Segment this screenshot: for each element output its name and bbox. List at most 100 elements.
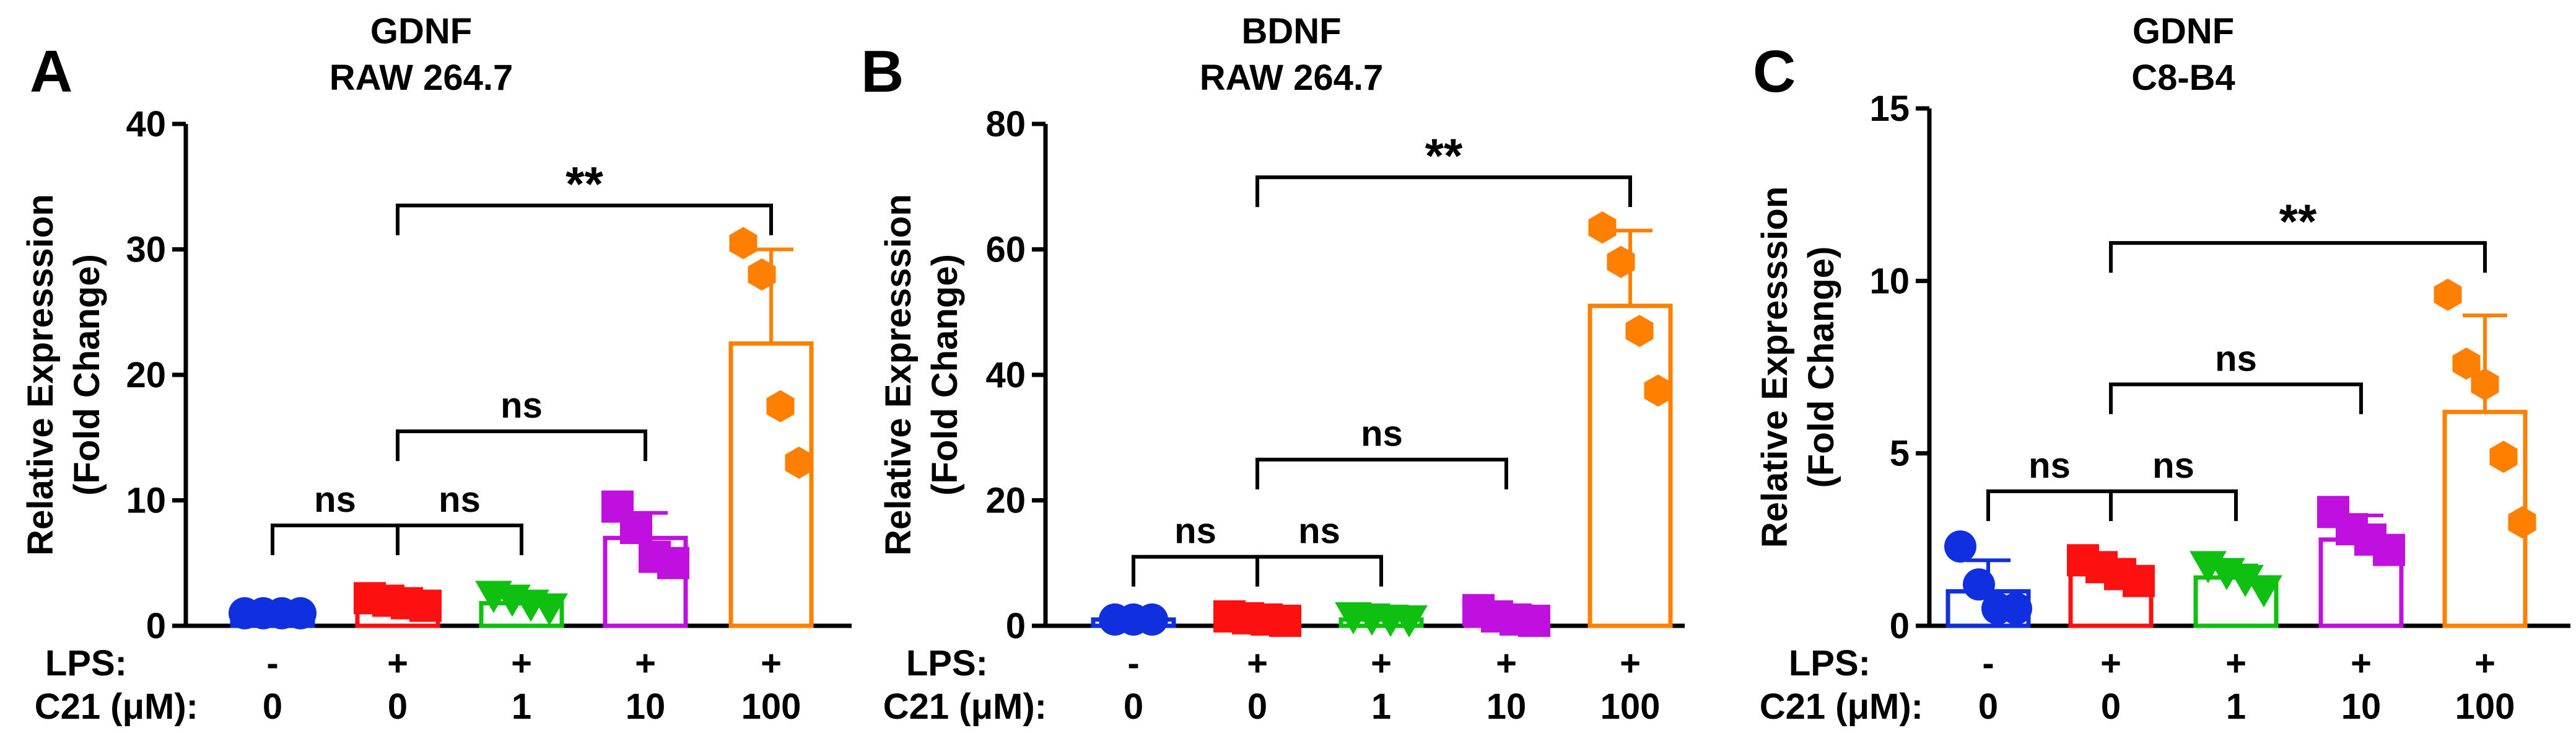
c21-value: 100 (2455, 687, 2515, 727)
chart-title: GDNF (370, 11, 472, 51)
y-axis-label-2: (Fold Change) (1801, 247, 1841, 488)
data-point (1625, 315, 1654, 348)
significance-bracket (1132, 555, 1259, 587)
data-point (1963, 568, 1995, 601)
y-tick-label: 30 (126, 230, 166, 270)
lps-value: + (761, 643, 782, 683)
y-axis-label-2: (Fold Change) (67, 254, 107, 496)
y-axis-label: Relative Expresssion (878, 194, 919, 556)
data-point (2434, 278, 2462, 311)
significance-ns: ns (314, 480, 356, 520)
data-point (2245, 575, 2282, 608)
panel-c: C GDNF C8-B4 Relative Expresssion (Fold Chan… (1753, 11, 2570, 727)
c21-value: 1 (1371, 687, 1391, 727)
significance-bracket (1986, 489, 2113, 521)
significance-bracket (396, 203, 773, 235)
lps-value: + (511, 643, 532, 683)
significance-stars: ** (2279, 194, 2317, 248)
lps-value: - (1127, 643, 1139, 683)
c21-value: 0 (388, 687, 408, 727)
lps-row-label: LPS: (906, 643, 988, 683)
data-point (531, 593, 568, 626)
significance-bracket (1255, 457, 1508, 489)
c21-value: 0 (1124, 687, 1143, 727)
y-tick-label: 15 (1869, 89, 1910, 129)
data-point (2452, 347, 2481, 380)
y-tick-label: 10 (126, 481, 166, 521)
data-point (1518, 604, 1550, 637)
data-point (2471, 368, 2499, 401)
lps-value: - (266, 643, 278, 683)
c21-row-label: C21 (μM): (35, 687, 198, 727)
c21-value: 0 (1247, 687, 1267, 727)
data-point (785, 446, 813, 479)
data-point (1644, 374, 1672, 407)
significance-bracket (271, 524, 399, 555)
y-tick-label: 5 (1890, 434, 1910, 474)
lps-value: + (387, 643, 408, 683)
lps-value: + (1496, 643, 1517, 683)
bar (1587, 304, 1673, 628)
y-axis-label: Relative Expresssion (1755, 187, 1795, 548)
lps-value: + (2100, 643, 2121, 683)
c21-value: 10 (2341, 687, 2382, 727)
significance-bracket (2109, 382, 2363, 415)
data-point (1136, 603, 1168, 636)
c21-value: 0 (1978, 687, 1998, 727)
c21-value: 1 (512, 687, 531, 727)
chart-subtitle: RAW 264.7 (1200, 58, 1384, 98)
significance-bracket (2109, 489, 2238, 521)
significance-bracket (396, 429, 647, 462)
data-point (1607, 245, 1635, 278)
panel-letter: C (1753, 38, 1796, 105)
data-point (1391, 605, 1428, 638)
significance-ns: ns (1298, 511, 1340, 551)
lps-value: + (1620, 643, 1641, 683)
chart-title: GDNF (2133, 11, 2234, 51)
data-point (620, 512, 652, 545)
lps-value: + (635, 643, 656, 683)
data-point (2123, 564, 2155, 597)
significance-ns: ns (2028, 446, 2071, 486)
data-point (766, 390, 795, 423)
c21-value: 0 (2101, 687, 2121, 727)
y-tick-label: 20 (985, 481, 1026, 521)
y-tick-label: 40 (985, 355, 1026, 395)
data-point (1588, 211, 1617, 244)
y-tick-label: 80 (985, 104, 1026, 144)
c21-value: 0 (263, 687, 282, 727)
chart-title: BDNF (1241, 11, 1341, 51)
lps-row-label: LPS: (1789, 643, 1871, 683)
y-tick-label: 40 (126, 104, 166, 144)
panel-letter: B (861, 38, 904, 105)
c21-value: 100 (741, 687, 801, 727)
significance-stars: ** (1425, 128, 1463, 183)
y-tick-label: 60 (985, 230, 1026, 270)
significance-bracket (1255, 555, 1383, 587)
panel-letter: A (30, 38, 72, 105)
c21-row-label: C21 (μM): (1760, 687, 1923, 727)
y-tick-label: 0 (1006, 606, 1026, 646)
lps-value: + (1371, 643, 1392, 683)
lps-row-label: LPS: (45, 643, 127, 683)
significance-ns: ns (500, 385, 543, 426)
significance-ns: ns (1361, 414, 1403, 454)
chart-subtitle: C8-B4 (2131, 58, 2235, 98)
y-tick-label: 20 (126, 355, 166, 395)
significance-stars: ** (565, 157, 603, 211)
y-tick-label: 0 (1890, 606, 1910, 646)
lps-value: + (1247, 643, 1268, 683)
data-point (2489, 441, 2518, 473)
y-axis-label-2: (Fold Change) (925, 254, 965, 496)
c21-value: 10 (1487, 687, 1527, 727)
panel-a: A GDNF RAW 264.7 Relative Expresssion (Fold … (20, 11, 852, 727)
significance-bracket (1255, 175, 1632, 208)
lps-value: - (1982, 643, 1994, 683)
c21-value: 10 (626, 687, 666, 727)
significance-ns: ns (2215, 338, 2257, 379)
data-point (657, 546, 689, 579)
data-point (2373, 533, 2405, 566)
panel-b: B BDNF RAW 264.7 Relative Expresssion (Fold … (861, 11, 1685, 727)
